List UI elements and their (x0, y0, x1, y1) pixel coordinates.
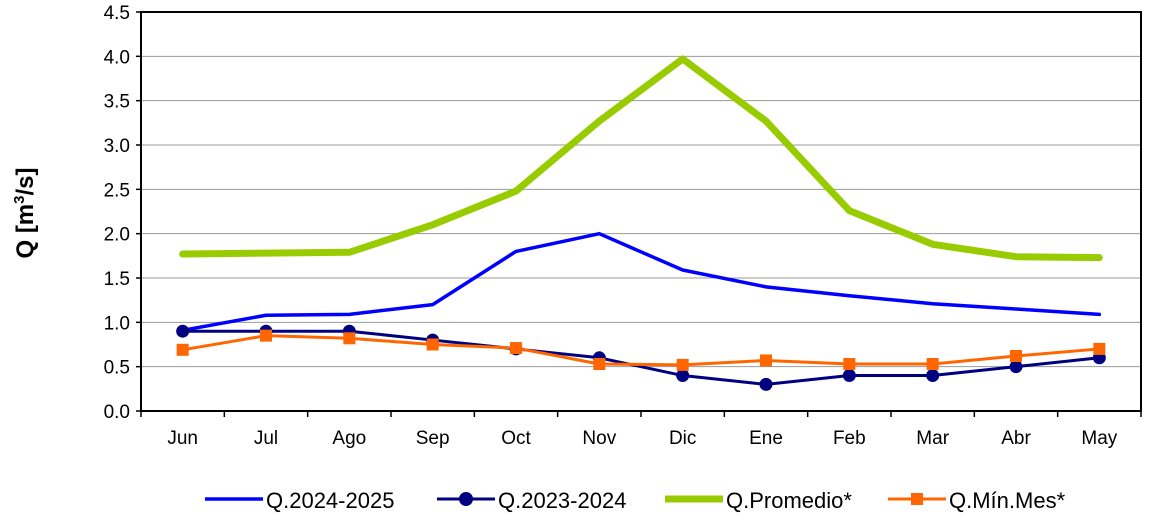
x-tick-label: Ago (332, 428, 366, 449)
y-tick-label: 1.5 (104, 269, 130, 290)
series-line (181, 334, 1101, 367)
legend-label: Q.Promedio* (726, 488, 852, 513)
legend-item: Q.Mín.Mes* (888, 488, 1066, 513)
x-tick-label: Mar (916, 428, 949, 449)
x-tick-label: Abr (1001, 428, 1031, 449)
x-tick-label: Nov (582, 428, 616, 449)
data-point (843, 358, 856, 371)
y-tick-label: 1.0 (104, 313, 130, 334)
plot-border (140, 11, 1142, 412)
data-point (1009, 360, 1023, 374)
legend-item: Q.2023-2024 (437, 488, 626, 513)
legend-marker (911, 493, 923, 505)
y-tick-label: 3.0 (104, 136, 130, 157)
y-tick-label: 4.0 (104, 47, 130, 68)
y-axis-label: Q [m3/s] (11, 167, 39, 258)
data-point (926, 369, 940, 383)
series-line (180, 231, 1102, 333)
legend-item: Q.2024-2025 (205, 488, 394, 513)
y-tick-label: 3.5 (104, 92, 130, 113)
x-tick-label: Ene (749, 428, 783, 449)
data-point (260, 329, 272, 342)
x-tick-label: Dic (669, 428, 696, 449)
x-tick-label: Sep (416, 428, 450, 449)
x-tick-label: Feb (833, 428, 866, 449)
x-tick-label: Jul (254, 428, 278, 449)
data-point (176, 324, 190, 338)
plot-area (141, 12, 1141, 411)
data-point (1010, 350, 1022, 363)
data-point (510, 342, 522, 355)
y-tick-label: 0.5 (104, 358, 130, 379)
data-point (676, 369, 690, 383)
data-point (1093, 342, 1106, 355)
data-point (842, 369, 856, 383)
data-point (759, 377, 773, 391)
x-tick-label: May (1081, 428, 1117, 449)
series-line (179, 55, 1103, 262)
y-tick-label: 2.5 (104, 180, 130, 201)
legend-marker (459, 492, 473, 506)
data-point (176, 343, 189, 356)
y-tick-label: 0.0 (104, 402, 130, 423)
legend-label: Q.2023-2024 (498, 488, 626, 513)
data-point (426, 338, 439, 351)
y-tick-label: 2.0 (104, 225, 130, 246)
series-line (181, 329, 1101, 386)
data-point (593, 358, 606, 371)
data-point (760, 354, 772, 367)
data-point (343, 332, 356, 345)
x-tick-label: Jun (167, 428, 198, 449)
data-point (926, 358, 939, 371)
x-tick-label: Oct (501, 428, 531, 449)
legend-item: Q.Promedio* (665, 488, 852, 513)
legend-label: Q.2024-2025 (266, 488, 394, 513)
y-tick-label: 4.5 (104, 3, 130, 24)
data-point (676, 358, 689, 371)
legend-label: Q.Mín.Mes* (949, 488, 1066, 513)
